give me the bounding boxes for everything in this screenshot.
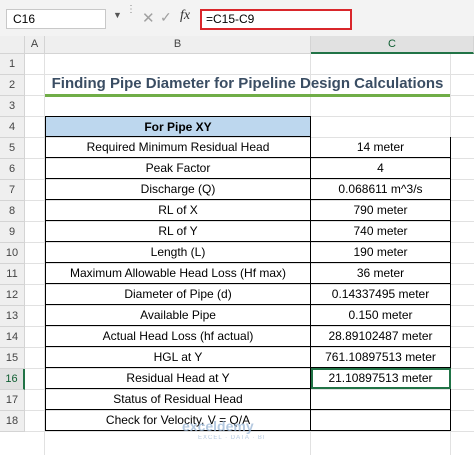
select-all-corner[interactable] [0, 36, 25, 54]
row-header-5[interactable]: 5 [0, 138, 25, 159]
row-header-17[interactable]: 17 [0, 390, 25, 411]
insert-function-icon[interactable]: fx [180, 8, 191, 23]
row-header-15[interactable]: 15 [0, 348, 25, 369]
column-header-c[interactable]: C [311, 36, 474, 54]
row-header-8[interactable]: 8 [0, 201, 25, 222]
table-label-cell[interactable]: Discharge (Q) [45, 179, 311, 200]
row-header-6[interactable]: 6 [0, 159, 25, 180]
table-value-cell[interactable]: 790 meter [311, 200, 451, 221]
row-header-14[interactable]: 14 [0, 327, 25, 348]
gridline [25, 263, 474, 264]
name-box[interactable]: C16 [6, 9, 106, 29]
row-header-11[interactable]: 11 [0, 264, 25, 285]
name-box-dropdown-icon[interactable]: ▼ [113, 10, 122, 20]
spreadsheet-grid[interactable]: A B C 1 2 3 4 5 6 7 8 9 10 11 12 13 14 15 16 17 18 Findin… [0, 36, 474, 455]
column-header-a[interactable]: A [25, 36, 45, 54]
table-value-cell[interactable]: 36 meter [311, 263, 451, 284]
row-header-12[interactable]: 12 [0, 285, 25, 306]
table-label-cell[interactable]: Length (L) [45, 242, 311, 263]
gridline [25, 389, 474, 390]
row-header-4[interactable]: 4 [0, 117, 25, 138]
cancel-icon[interactable]: ✕ [142, 10, 155, 27]
column-header-b[interactable]: B [45, 36, 311, 54]
gridline [25, 221, 474, 222]
table-header-cell[interactable]: For Pipe XY [45, 116, 311, 137]
formula-input[interactable]: =C15-C9 [200, 9, 352, 30]
table-label-cell[interactable]: Diameter of Pipe (d) [45, 284, 311, 305]
formula-bar: C16 ▼ ⋮ ✕ ✓ fx =C15-C9 [0, 0, 474, 37]
table-label-cell[interactable]: Required Minimum Residual Head [45, 137, 311, 158]
row-header-18[interactable]: 18 [0, 411, 25, 432]
gridline [25, 410, 474, 411]
table-label-cell[interactable]: Check for Velocity, V = Q/A [45, 410, 311, 431]
gridline [25, 347, 474, 348]
row-header-13[interactable]: 13 [0, 306, 25, 327]
row-header-1[interactable]: 1 [0, 54, 25, 75]
table-value-cell[interactable]: 0.14337495 meter [311, 284, 451, 305]
table-label-cell[interactable]: RL of Y [45, 221, 311, 242]
gridline [25, 284, 474, 285]
exceldemy-logo: exceldemy [182, 418, 254, 434]
gridline [44, 54, 45, 455]
row-header-2[interactable]: 2 [0, 75, 25, 96]
table-value-cell[interactable] [311, 389, 451, 410]
row-header-16[interactable]: 16 [0, 369, 25, 390]
row-header-10[interactable]: 10 [0, 243, 25, 264]
table-label-cell[interactable]: Status of Residual Head [45, 389, 311, 410]
gridline [25, 137, 474, 138]
gridline [25, 242, 474, 243]
table-label-cell[interactable]: RL of X [45, 200, 311, 221]
table-value-cell[interactable]: 4 [311, 158, 451, 179]
row-header-9[interactable]: 9 [0, 222, 25, 243]
table-value-cell[interactable]: 14 meter [311, 137, 451, 158]
more-options-icon: ⋮ [126, 4, 136, 15]
gridline [25, 326, 474, 327]
table-label-cell[interactable]: Actual Head Loss (hf actual) [45, 326, 311, 347]
table-value-cell[interactable]: 740 meter [311, 221, 451, 242]
table-label-cell[interactable]: Residual Head at Y [45, 368, 311, 389]
table-value-cell[interactable]: 0.150 meter [311, 305, 451, 326]
gridline [25, 431, 474, 432]
sheet-title: Finding Pipe Diameter for Pipeline Desig… [45, 74, 450, 97]
gridline [25, 200, 474, 201]
gridline [25, 305, 474, 306]
row-header-3[interactable]: 3 [0, 96, 25, 117]
row-header-7[interactable]: 7 [0, 180, 25, 201]
active-cell-c16[interactable]: 21.10897513 meter [311, 368, 451, 389]
table-value-cell[interactable]: 761.10897513 meter [311, 347, 451, 368]
gridline [25, 368, 474, 369]
exceldemy-tagline: EXCEL · DATA · BI [198, 435, 266, 441]
table-label-cell[interactable]: Peak Factor [45, 158, 311, 179]
table-value-cell[interactable]: 190 meter [311, 242, 451, 263]
table-value-cell[interactable]: 0.068611 m^3/s [311, 179, 451, 200]
table-label-cell[interactable]: Available Pipe [45, 305, 311, 326]
gridline [25, 74, 474, 75]
enter-check-icon[interactable]: ✓ [160, 9, 172, 25]
gridline [25, 179, 474, 180]
gridline [25, 158, 474, 159]
table-label-cell[interactable]: HGL at Y [45, 347, 311, 368]
table-value-cell[interactable] [311, 410, 451, 431]
table-value-cell[interactable]: 28.89102487 meter [311, 326, 451, 347]
table-label-cell[interactable]: Maximum Allowable Head Loss (Hf max) [45, 263, 311, 284]
